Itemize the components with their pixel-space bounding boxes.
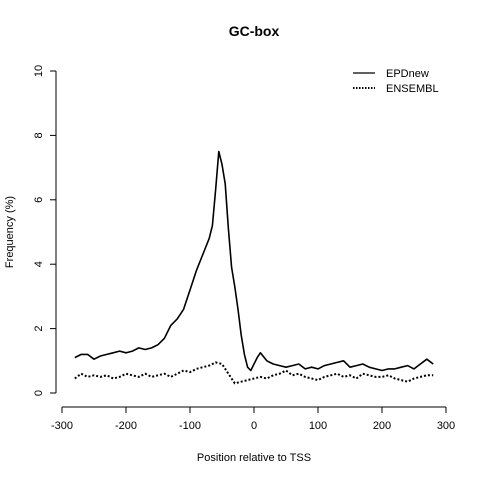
- x-tick-label: 0: [251, 420, 257, 432]
- chart-title: GC-box: [229, 23, 280, 39]
- x-tick-label: -300: [51, 420, 73, 432]
- series-line-epdnew: [74, 150, 434, 372]
- y-tick-label: 2: [33, 326, 45, 332]
- x-tick-label: 300: [437, 420, 455, 432]
- legend-label-epdnew: EPDnew: [386, 68, 429, 80]
- y-axis-label: Frequency (%): [4, 196, 16, 268]
- x-tick-label: -100: [179, 420, 201, 432]
- x-tick-label: 100: [309, 420, 327, 432]
- x-tick-label: -200: [115, 420, 137, 432]
- series-line-ensembl: [74, 361, 434, 385]
- y-tick-label: 6: [33, 197, 45, 203]
- y-tick-label: 0: [33, 390, 45, 396]
- y-tick-label: 10: [33, 65, 45, 77]
- x-tick-label: 200: [373, 420, 391, 432]
- x-axis-label: Position relative to TSS: [197, 452, 311, 464]
- y-tick-label: 4: [33, 261, 45, 267]
- y-tick-label: 8: [33, 132, 45, 138]
- legend: EPDnew ENSEMBL: [353, 68, 439, 95]
- plot-area: -300 -200 -100 0 100 200 300 0 2 4 6 8 10: [33, 65, 455, 432]
- legend-label-ensembl: ENSEMBL: [386, 83, 439, 95]
